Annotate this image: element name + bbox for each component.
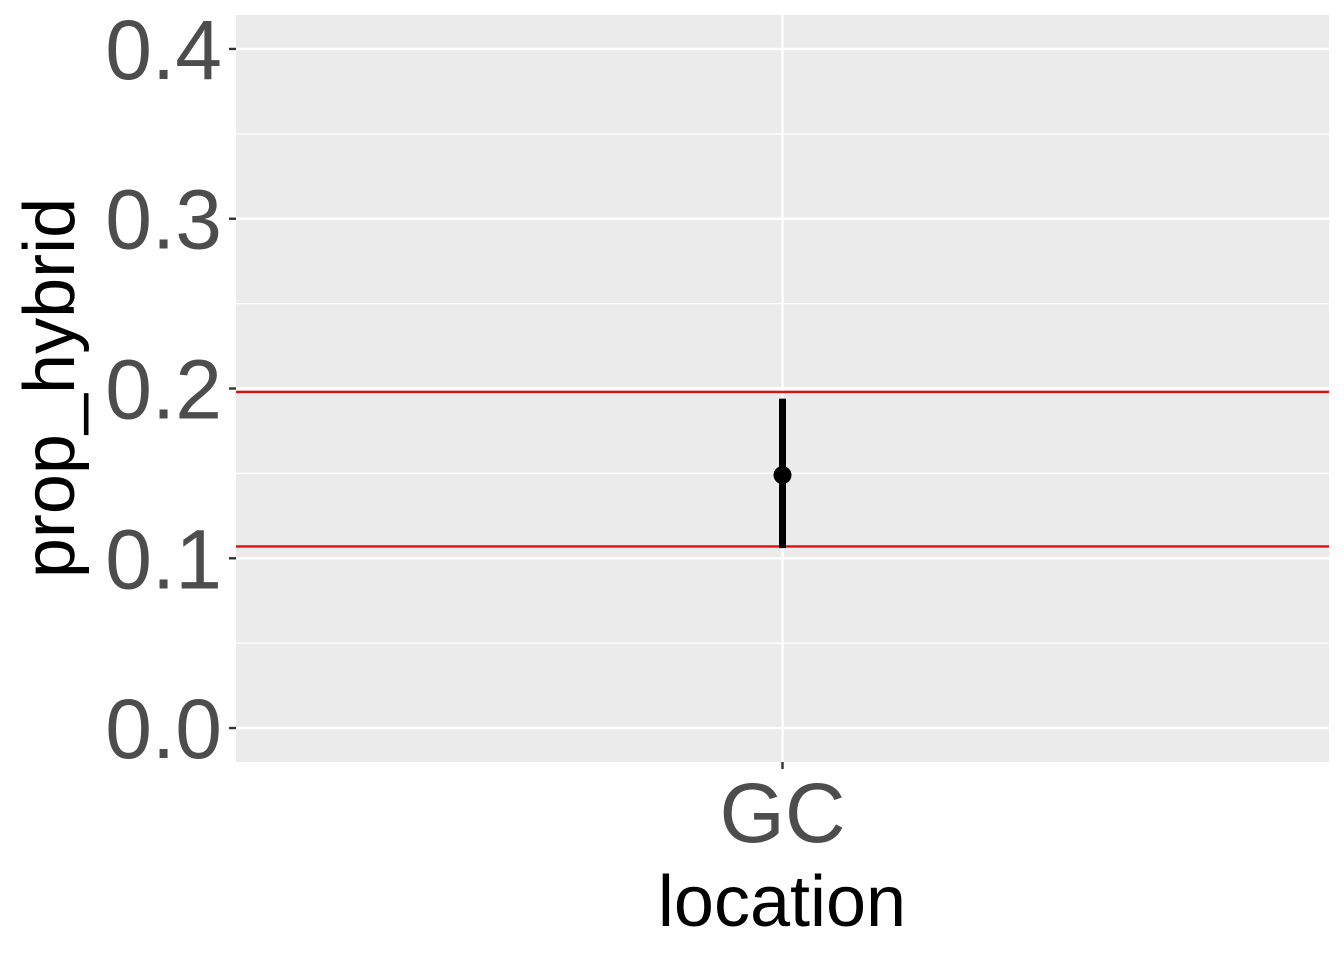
x-tick-label: GC [720, 766, 846, 860]
y-axis-title: prop_hybrid [10, 198, 90, 578]
y-tick-label: 0.3 [105, 173, 222, 267]
y-tick-label: 0.1 [105, 512, 222, 606]
data-point [773, 466, 792, 485]
major-gridlines [236, 15, 1329, 762]
y-tick-label: 0.0 [105, 682, 222, 776]
x-axis-title: location [658, 862, 906, 942]
data-marks [773, 398, 792, 549]
y-axis: 0.0 0.1 0.2 0.3 0.4 [105, 3, 236, 776]
y-tick-label: 0.2 [105, 343, 222, 437]
x-axis: GC [720, 762, 846, 860]
y-tick-label: 0.4 [105, 3, 222, 97]
